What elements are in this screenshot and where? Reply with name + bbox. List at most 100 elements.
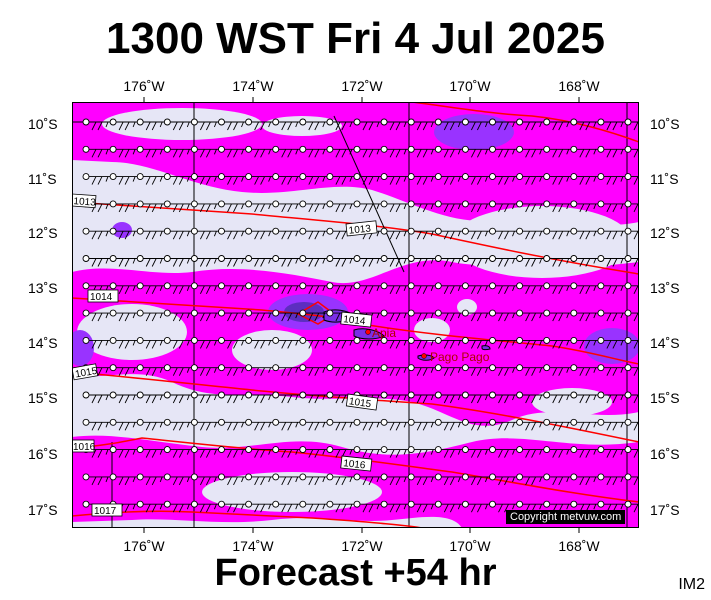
wind-barb [434,145,463,158]
isobar-label: 1013 [345,220,378,237]
wind-barb [543,255,571,267]
wind-barb [434,173,463,185]
wind-barb [624,145,639,158]
wind-barb [543,145,571,158]
wind-barb [624,200,639,213]
wind-barb [272,418,300,431]
wind-barb [353,500,382,513]
wind-barb [516,418,544,431]
wind-barb [380,336,409,349]
wind-barb [245,255,273,267]
wind-barb [136,118,165,131]
apia-marker [365,329,371,335]
wind-barb [218,200,246,213]
wind-barb [543,118,571,131]
wind-barb [597,500,625,513]
wind-barb [272,446,300,458]
wind-barb [299,391,327,404]
wind-barb [136,309,165,322]
wind-barb [543,473,571,486]
wind-barb [245,309,273,322]
wind-barb [597,473,625,486]
wind-barb [326,227,354,240]
wind-barb [570,391,598,404]
wind-barb [380,227,409,240]
isobar-label: 1013 [72,193,96,209]
wind-barb [407,391,436,404]
heavy-precip [434,114,514,150]
wind-barb [461,227,490,240]
wind-barb [136,418,165,431]
wind-barb [82,145,111,158]
wind-barb [407,118,436,131]
wind-barb [461,118,490,131]
wind-barb [163,309,192,322]
wind-barb [326,173,354,185]
wind-barb [380,145,409,158]
wind-barb [109,282,138,295]
wind-barb [570,364,598,376]
lat-label-right: 13˚S [650,280,680,296]
wind-barb [516,227,544,240]
wind-barb [218,173,246,185]
wind-barb [489,364,517,376]
wind-barb [543,364,571,376]
wind-barb [516,118,544,131]
lat-label-right: 12˚S [650,225,680,241]
wind-barb [624,364,639,376]
wind-barb [570,118,598,131]
lat-label-right: 17˚S [650,502,680,518]
wind-barb [218,145,246,158]
wind-barb [190,282,219,295]
wind-barb [461,446,490,458]
wind-barb [461,391,490,404]
wind-barb [516,446,544,458]
wind-barb [597,200,625,213]
wind-barb [299,336,327,349]
wind-barb [245,118,273,131]
wind-barb [380,391,409,404]
wind-barb [516,473,544,486]
wind-barb [272,473,300,486]
wind-barb [136,473,165,486]
wind-barb [299,227,327,240]
wind-barb [434,473,463,486]
wind-barb [245,227,273,240]
wind-barb [272,391,300,404]
wind-barb [380,418,409,431]
wind-barb [190,364,219,376]
wind-barb [516,173,544,185]
lat-label-left: 13˚S [28,280,58,296]
wind-barb [109,145,138,158]
svg-text:1015: 1015 [74,366,98,381]
svg-text:1014: 1014 [90,292,113,303]
wind-barb [136,446,165,458]
wind-barb [245,145,273,158]
wind-barb [82,282,111,295]
wind-barb [407,200,436,213]
wind-barb [326,446,354,458]
wind-barb [109,173,138,185]
wind-barb [597,255,625,267]
wind-barb [190,227,219,240]
wind-barb [299,500,327,513]
wind-barb [407,473,436,486]
wind-barb [326,118,354,131]
wind-barb [136,364,165,376]
wind-barb [163,255,192,267]
wind-barb [489,227,517,240]
wind-barb [109,418,138,431]
wind-barb [299,118,327,131]
wind-barb [163,173,192,185]
wind-barb [434,418,463,431]
wind-barb [245,391,273,404]
wind-barb [543,309,571,322]
wind-barb [461,173,490,185]
wind-barb [136,173,165,185]
clear-patch [77,304,187,360]
isobar [411,102,639,143]
wind-barb [543,200,571,213]
wind-barb [543,418,571,431]
wind-barb [326,500,354,513]
svg-text:1016: 1016 [73,442,96,453]
